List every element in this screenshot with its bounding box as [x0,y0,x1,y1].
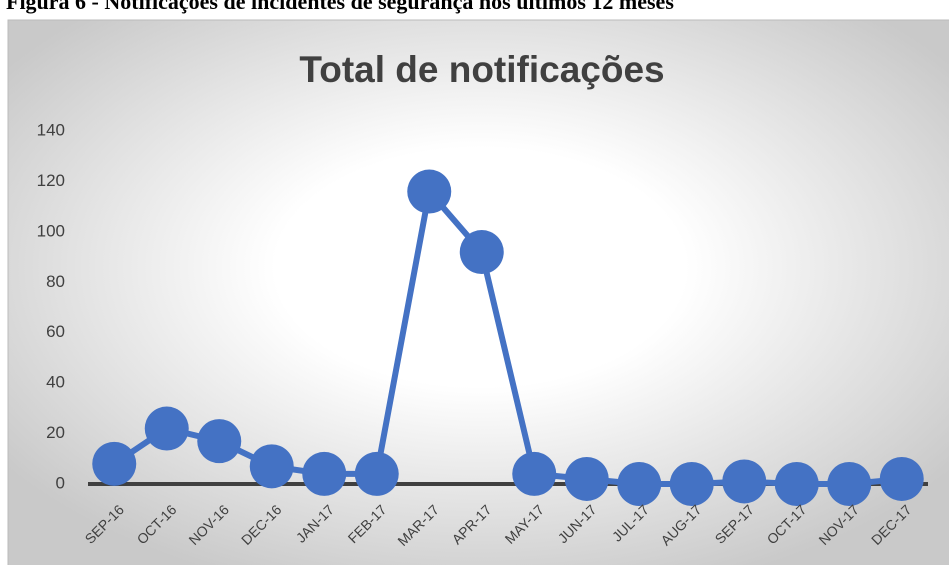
marker [144,406,189,451]
marker [92,441,137,486]
marker [302,451,347,496]
marker [617,462,662,506]
marker [459,230,504,275]
marker [669,462,714,506]
marker [879,456,924,501]
marker [197,419,242,464]
chart-title: Total de notificações [299,49,664,90]
marker [827,462,872,506]
y-tick-label: 20 [46,423,65,442]
y-tick-label: 60 [46,322,65,341]
figure-caption: Figura 6 - Notificações de incidentes de… [6,0,674,14]
marker [512,451,557,496]
line [112,188,903,487]
marker [407,169,452,214]
y-tick-label: 40 [46,373,65,392]
y-tick-label: 100 [37,221,65,240]
marker [774,462,819,506]
y-tick-label: 140 [37,120,65,139]
marker [722,459,767,504]
marker [354,451,399,496]
y-tick-label: 80 [46,272,65,291]
y-tick-label: 120 [37,171,65,190]
marker [564,456,609,501]
marker [249,444,294,489]
y-tick-label: 0 [56,473,65,492]
